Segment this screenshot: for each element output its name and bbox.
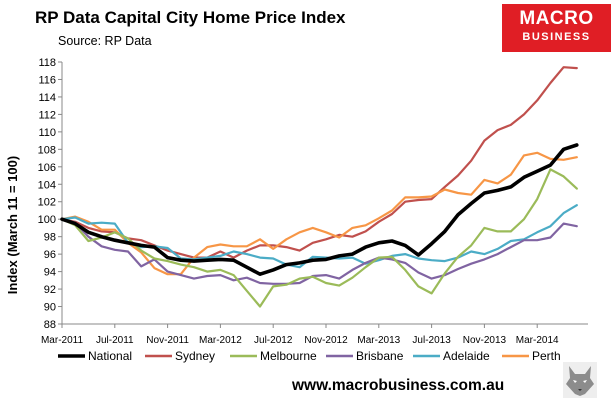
legend-label-sydney: Sydney (175, 349, 215, 363)
chart-subtitle: Source: RP Data (58, 34, 152, 48)
y-tick-label: 102 (38, 197, 56, 209)
y-tick-label: 104 (38, 179, 56, 191)
y-tick-label: 116 (38, 74, 56, 86)
y-tick-label: 118 (38, 57, 56, 69)
series-line-national (60, 143, 579, 277)
x-tick-label: Jul-2013 (412, 335, 451, 346)
x-tick-label: Nov-2011 (146, 335, 189, 346)
macrobusiness-logo: MACRO BUSINESS (502, 4, 611, 52)
y-tick-label: 96 (44, 249, 56, 261)
series-line-sydney (60, 66, 578, 259)
footer-url[interactable]: www.macrobusiness.com.au (292, 377, 505, 394)
x-tick-label: Mar-2011 (41, 335, 83, 346)
chart-title: RP Data Capital City Home Price Index (35, 8, 346, 27)
legend-label-national: National (88, 349, 132, 363)
series-line-adelaide (60, 204, 578, 269)
y-axis-label: Index (March 11 = 100) (5, 156, 20, 294)
x-tick-label: Mar-2014 (516, 335, 559, 346)
y-tick-label: 112 (38, 109, 56, 121)
y-tick-label: 108 (38, 144, 56, 156)
series-line-melbourne (60, 168, 578, 308)
logo-line-2: BUSINESS (522, 31, 591, 43)
legend-label-melbourne: Melbourne (260, 349, 317, 363)
legend-label-brisbane: Brisbane (356, 349, 404, 363)
x-tick-label: Jul-2011 (96, 335, 134, 346)
y-tick-label: 88 (44, 319, 56, 331)
x-tick-label: Jul-2012 (254, 335, 293, 346)
y-tick-label: 110 (38, 127, 56, 139)
wolf-icon (563, 362, 597, 398)
legend-label-adelaide: Adelaide (443, 349, 490, 363)
series-line-perth (60, 151, 578, 276)
legend: National Sydney Melbourne Brisbane Adelaide P… (58, 349, 561, 363)
y-tick-label: 98 (44, 232, 56, 244)
y-tick-label: 106 (38, 162, 56, 174)
y-tick-label: 92 (44, 284, 56, 296)
x-tick-label: Nov-2013 (463, 335, 507, 346)
y-tick-label: 94 (44, 267, 56, 279)
series-lines (60, 66, 579, 308)
axes: 88 90 92 94 96 98 100 102 104 106 108 110 112 114 116 1… (38, 57, 588, 346)
y-tick-label: 90 (44, 302, 56, 314)
x-tick-label: Mar-2012 (199, 335, 242, 346)
y-tick-label: 114 (38, 92, 56, 104)
x-tick-label: Nov-2012 (304, 335, 348, 346)
y-tick-label: 100 (38, 214, 56, 226)
legend-label-perth: Perth (532, 349, 561, 363)
series-line-brisbane (60, 218, 578, 285)
logo-line-1: MACRO (519, 8, 594, 29)
x-tick-label: Mar-2013 (357, 335, 400, 346)
